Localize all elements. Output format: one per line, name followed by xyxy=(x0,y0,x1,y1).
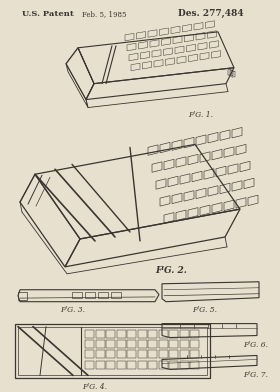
Text: FᴵG. 4.: FᴵG. 4. xyxy=(82,383,107,391)
Text: Des. 277,484: Des. 277,484 xyxy=(178,9,244,18)
Text: FᴵG. 2.: FᴵG. 2. xyxy=(155,266,187,275)
Text: Feb. 5, 1985: Feb. 5, 1985 xyxy=(82,10,127,18)
Text: FᴵG. 3.: FᴵG. 3. xyxy=(60,306,85,314)
Text: FᴵG. 5.: FᴵG. 5. xyxy=(192,306,217,314)
Text: FᴵG. 1.: FᴵG. 1. xyxy=(188,111,213,120)
Text: U.S. Patent: U.S. Patent xyxy=(22,10,74,18)
Text: FᴵG. 6.: FᴵG. 6. xyxy=(243,341,268,348)
Text: FᴵG. 7.: FᴵG. 7. xyxy=(243,371,268,379)
